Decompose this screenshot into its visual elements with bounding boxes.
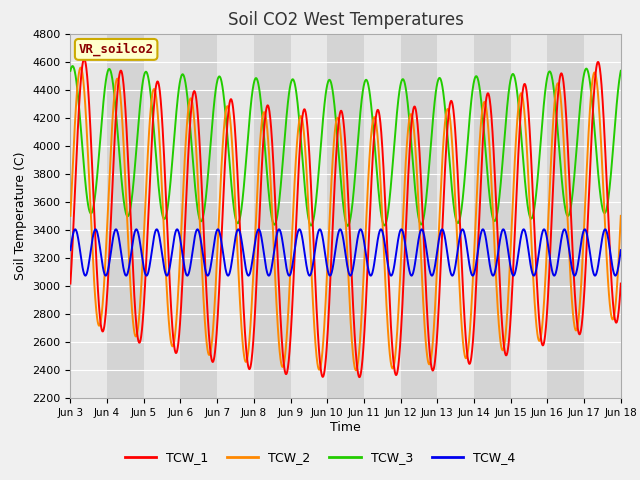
TCW_4 <box>602 227 609 232</box>
TCW_3 <box>320 109 328 115</box>
TCW_2 <box>335 116 342 121</box>
Bar <box>437 34 474 398</box>
TCW_3 <box>335 146 342 152</box>
TCW_1 <box>617 281 625 287</box>
TCW_4 <box>500 228 508 233</box>
TCW_4 <box>438 227 446 232</box>
Line: TCW_1: TCW_1 <box>70 59 621 377</box>
Bar <box>364 34 401 398</box>
TCW_3 <box>344 223 351 228</box>
TCW_1 <box>335 123 342 129</box>
TCW_2 <box>601 224 609 230</box>
Bar <box>291 34 327 398</box>
TCW_3 <box>617 68 625 74</box>
TCW_3 <box>67 68 74 74</box>
X-axis label: Time: Time <box>330 421 361 434</box>
TCW_3 <box>602 210 609 216</box>
Line: TCW_4: TCW_4 <box>70 229 621 276</box>
TCW_1 <box>500 346 508 352</box>
Bar <box>217 34 254 398</box>
TCW_2 <box>602 230 609 236</box>
TCW_3 <box>500 137 508 143</box>
TCW_4 <box>617 247 625 253</box>
TCW_1 <box>95 300 102 305</box>
TCW_2 <box>95 323 102 328</box>
Bar <box>584 34 621 398</box>
Y-axis label: Soil Temperature (C): Soil Temperature (C) <box>14 152 27 280</box>
TCW_4 <box>601 227 609 232</box>
TCW_3 <box>68 63 76 69</box>
Text: VR_soilco2: VR_soilco2 <box>79 43 154 56</box>
TCW_2 <box>352 367 360 373</box>
TCW_1 <box>356 374 364 380</box>
TCW_2 <box>500 342 508 348</box>
TCW_4 <box>334 231 342 237</box>
Line: TCW_3: TCW_3 <box>70 66 621 226</box>
TCW_1 <box>320 372 328 378</box>
Line: TCW_2: TCW_2 <box>70 68 621 370</box>
TCW_2 <box>617 213 625 219</box>
Bar <box>511 34 547 398</box>
TCW_4 <box>319 240 327 245</box>
Bar <box>144 34 180 398</box>
TCW_3 <box>601 210 609 216</box>
TCW_1 <box>67 281 74 287</box>
TCW_1 <box>81 56 88 62</box>
TCW_2 <box>67 213 74 219</box>
Title: Soil CO2 West Temperatures: Soil CO2 West Temperatures <box>228 11 463 29</box>
TCW_4 <box>67 247 74 253</box>
TCW_1 <box>602 151 609 156</box>
TCW_2 <box>77 65 84 71</box>
TCW_4 <box>449 273 456 278</box>
TCW_3 <box>95 155 102 160</box>
Legend: TCW_1, TCW_2, TCW_3, TCW_4: TCW_1, TCW_2, TCW_3, TCW_4 <box>120 446 520 469</box>
TCW_1 <box>601 145 609 151</box>
Bar <box>70 34 107 398</box>
TCW_2 <box>320 332 328 338</box>
TCW_4 <box>95 235 102 241</box>
